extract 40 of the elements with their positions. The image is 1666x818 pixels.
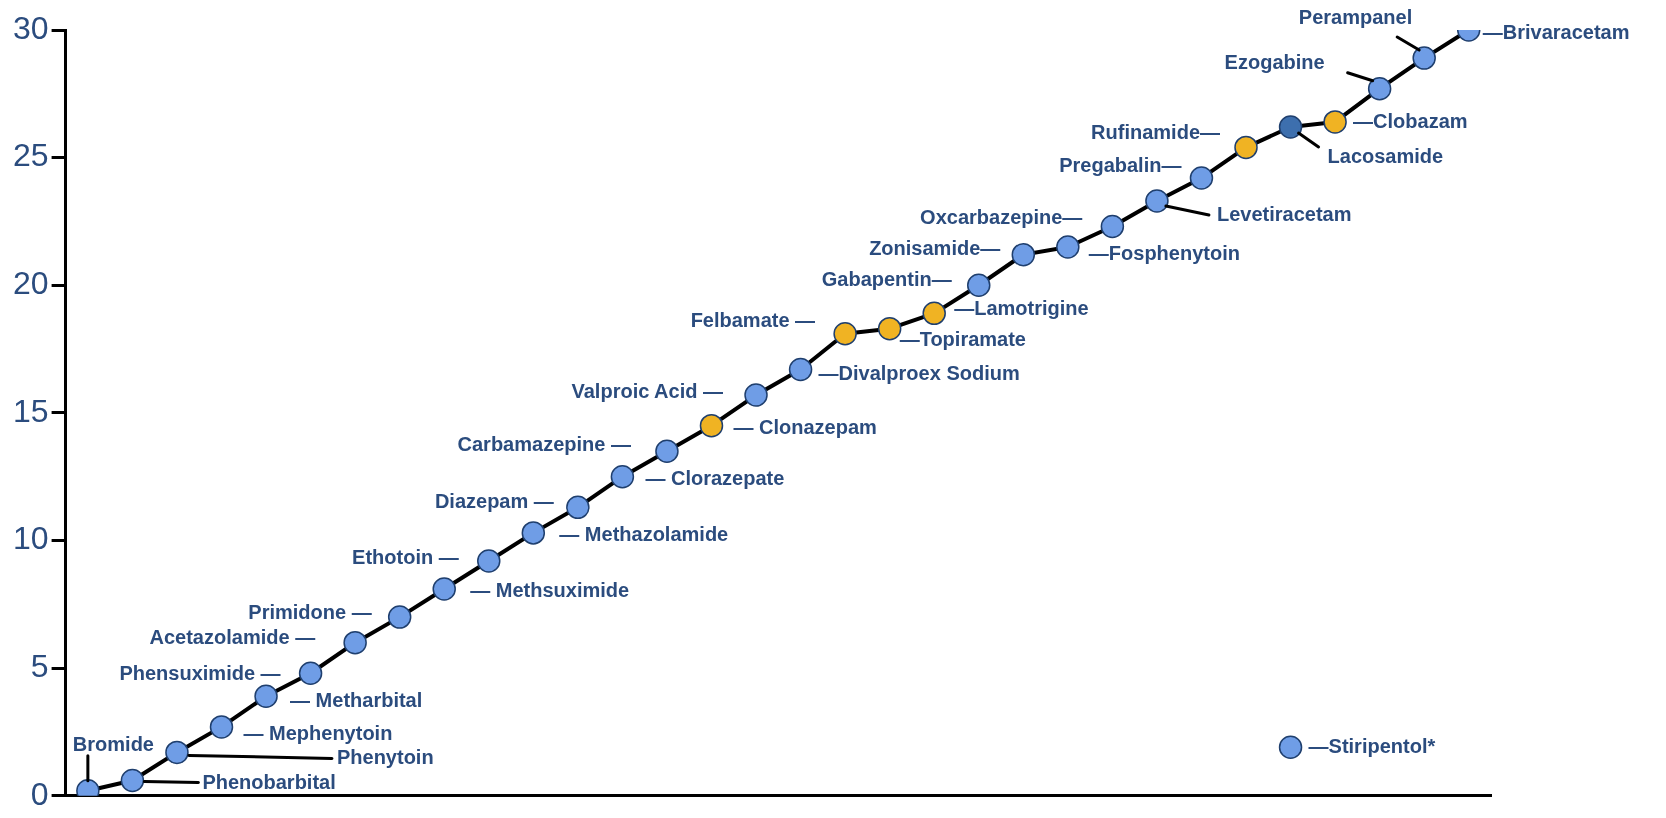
annotation: — Clorazepate — [645, 467, 785, 490]
annotation: —Brivaracetam — [1482, 20, 1630, 43]
annotation: — Methsuximide — [470, 578, 630, 601]
annotation: Primidone — — [248, 600, 372, 623]
annotation: Valproic Acid — — [571, 379, 724, 402]
y-tick-label: 20 — [13, 265, 49, 302]
annotation: Ezogabine — [1224, 51, 1325, 74]
text: Perampanel — [1298, 5, 1413, 28]
annotation: Gabapentin— — [821, 267, 952, 290]
y-tick-label: 5 — [30, 647, 49, 684]
annotation: Rufinamide— — [1091, 120, 1221, 143]
annotation: Carbamazepine — — [457, 432, 631, 455]
annotation: Pregabalin— — [1059, 153, 1182, 176]
annotation: — Methazolamide — [559, 523, 729, 546]
y-tick-label: 25 — [13, 137, 49, 174]
annotation: Felbamate — — [690, 309, 816, 332]
annotation: —Clobazam — [1353, 110, 1468, 133]
annotation: Lacosamide — [1327, 144, 1444, 167]
annotation: —Stiripentol* — [1308, 734, 1436, 757]
annotation: Ethotoin — — [352, 546, 459, 569]
annotation: Phensuximide — — [119, 661, 281, 684]
annotation: — Clonazepam — [733, 416, 877, 439]
annotation: —Fosphenytoin — [1088, 242, 1240, 265]
annotation: —Topiramate — [899, 328, 1026, 351]
annotation: Diazepam — — [434, 489, 554, 512]
annotation: Oxcarbazepine— — [920, 206, 1083, 229]
y-tick-label: 0 — [30, 775, 49, 812]
y-tick-label: 10 — [13, 520, 49, 557]
y-tick-label: 15 — [13, 392, 49, 429]
annotation: Bromide — [72, 733, 154, 756]
annotation: Acetazolamide — — [149, 626, 316, 649]
annotation: —Lamotrigine — [954, 296, 1089, 319]
annotation: Zonisamide— — [869, 237, 1001, 260]
annotation: Levetiracetam — [1216, 202, 1352, 225]
annotation: — Metharbital — [290, 688, 423, 711]
annotation: Phenobarbital — [202, 771, 336, 793]
annotation: Phenytoin — [336, 745, 434, 768]
annotation: — Mephenytoin — [243, 722, 393, 745]
y-tick-label: 30 — [13, 9, 49, 46]
annotation: —Divalproex Sodium — [818, 362, 1020, 385]
